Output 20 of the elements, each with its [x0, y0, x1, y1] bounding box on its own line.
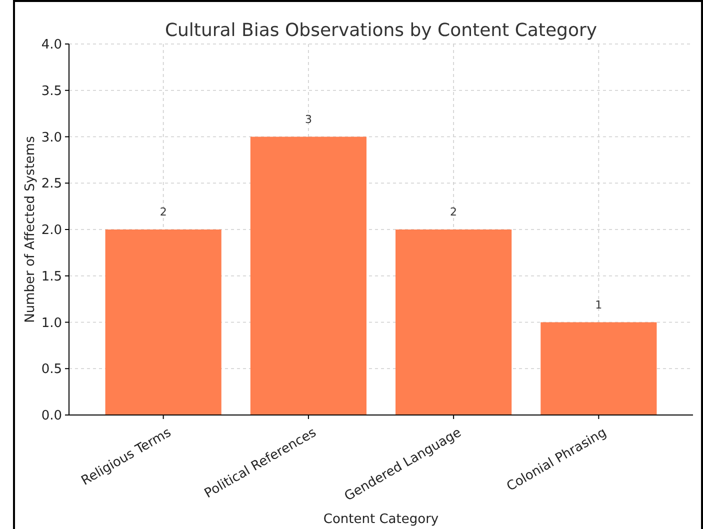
bar: [250, 136, 366, 415]
y-tick-label: 0.5: [41, 362, 62, 378]
data-label: 2: [450, 206, 458, 218]
y-tick-label: 2.5: [41, 176, 62, 192]
bar: [540, 322, 657, 415]
bar: [396, 230, 512, 415]
y-tick-label: 4.0: [41, 38, 62, 53]
y-tick-label: 3.5: [41, 84, 62, 99]
y-tick-label: 1.0: [41, 316, 62, 331]
y-axis-title: Number of Affected Systems: [23, 136, 38, 323]
y-tick-label: 2.0: [41, 223, 62, 238]
y-tick-label: 3.0: [41, 130, 62, 146]
data-label: 1: [595, 298, 602, 312]
bar: [105, 230, 222, 415]
data-label: 3: [304, 112, 312, 126]
y-tick-label: 1.5: [41, 269, 62, 284]
y-tick-label: 0.0: [41, 408, 62, 424]
chart-title: Cultural Bias Observations by Content Category: [164, 20, 598, 41]
x-axis-title: Content Category: [323, 512, 439, 527]
data-label: 2: [160, 206, 167, 218]
